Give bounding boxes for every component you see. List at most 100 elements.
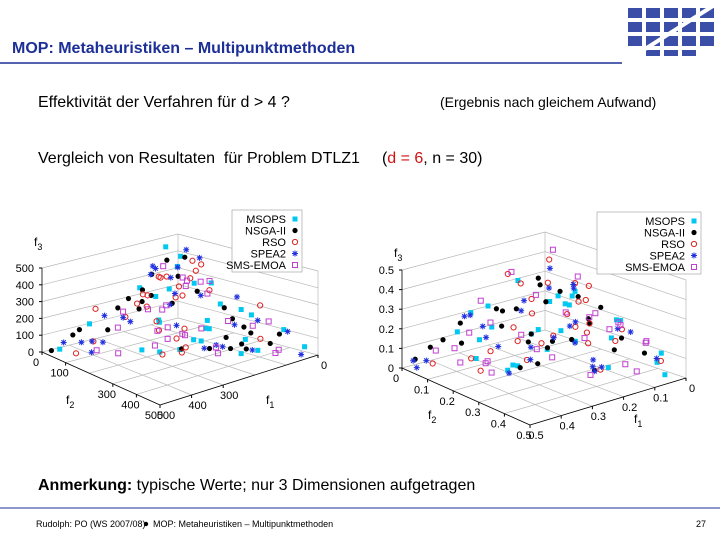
point	[482, 360, 489, 367]
point	[189, 257, 196, 264]
point	[153, 318, 160, 325]
f1-tick-label: 0	[689, 383, 695, 395]
point	[60, 339, 67, 346]
point	[570, 281, 577, 288]
axis-name: f	[66, 393, 70, 407]
point	[248, 312, 254, 318]
axis-label: f2	[428, 408, 436, 425]
point	[427, 344, 433, 350]
point	[467, 312, 474, 319]
point	[57, 346, 63, 352]
point	[217, 301, 223, 307]
legend-label: MSOPS	[645, 216, 685, 228]
point	[457, 320, 463, 326]
point	[229, 316, 236, 322]
point	[477, 297, 484, 304]
point	[454, 329, 460, 335]
axis-label: f1	[266, 393, 274, 410]
z-tick-label: 100	[16, 330, 34, 342]
f2-tick-label: 0.1	[414, 384, 429, 396]
point	[242, 336, 248, 342]
point	[457, 359, 464, 366]
point	[533, 346, 540, 353]
wall-grid	[401, 310, 687, 359]
point	[558, 328, 564, 334]
point	[562, 301, 568, 307]
legend-label: SPEA2	[251, 249, 286, 261]
point	[477, 367, 484, 374]
remark: Anmerkung: typische Werte; nur 3 Dimensi…	[38, 477, 475, 494]
point	[691, 252, 697, 259]
point	[182, 254, 188, 260]
point	[166, 286, 172, 292]
point	[487, 319, 494, 326]
point	[227, 345, 234, 352]
point	[538, 340, 545, 347]
point	[292, 262, 298, 268]
point	[544, 345, 551, 351]
f1-tick-label: 300	[220, 390, 238, 402]
axis-name: f	[34, 235, 38, 249]
point	[410, 357, 417, 364]
point	[654, 359, 660, 365]
point	[125, 295, 132, 302]
point	[157, 349, 163, 355]
point	[163, 244, 169, 250]
point	[549, 354, 556, 361]
axis-name: f	[394, 246, 398, 260]
point	[88, 349, 95, 356]
point	[221, 305, 227, 311]
point	[592, 310, 599, 317]
point	[144, 292, 151, 299]
point	[163, 302, 170, 309]
remark-label: Anmerkung:	[38, 477, 132, 494]
legend-label: SMS-EMOA	[625, 262, 686, 274]
point	[164, 335, 171, 342]
point	[544, 279, 551, 286]
axis-label: f3	[34, 235, 42, 252]
point	[206, 345, 213, 352]
point	[134, 300, 141, 307]
comparison: Vergleich von Resultaten für Problem DTL…	[38, 150, 482, 167]
point	[153, 293, 159, 299]
axis-name: f	[428, 408, 432, 422]
point	[570, 285, 577, 292]
f1-tick-label: 0.5	[528, 430, 543, 442]
point	[546, 256, 553, 263]
point	[487, 348, 494, 355]
point	[179, 292, 186, 299]
point	[203, 325, 209, 331]
remark-text: typische Werte; nur 3 Dimensionen aufget…	[132, 477, 475, 494]
point	[535, 275, 541, 281]
point	[572, 318, 579, 325]
floor-grid	[430, 360, 562, 416]
point	[575, 298, 582, 305]
point	[617, 322, 624, 329]
axis-name: f	[266, 393, 270, 407]
point	[468, 310, 474, 316]
scatter-3d: 010020030040050001003004005000300400500f…	[16, 209, 327, 422]
axis-label: f1	[634, 412, 642, 429]
f2-tick-label: 300	[98, 389, 116, 401]
point	[115, 350, 122, 357]
point	[120, 314, 127, 321]
point	[173, 335, 180, 342]
floor-grid	[459, 352, 593, 407]
point	[254, 317, 261, 324]
comparison-rest: , n = 30)	[423, 150, 482, 167]
point	[206, 326, 212, 332]
point	[204, 290, 211, 297]
point	[249, 322, 256, 329]
point	[555, 293, 561, 299]
point	[231, 321, 238, 328]
footer-topic: MOP: Metaheuristiken – Multipunktmethode…	[153, 519, 333, 529]
point	[473, 356, 479, 362]
point	[114, 324, 121, 331]
point	[582, 296, 589, 304]
point	[192, 267, 199, 274]
point	[101, 312, 108, 319]
point	[566, 302, 572, 308]
point	[517, 365, 523, 371]
point	[292, 216, 298, 222]
